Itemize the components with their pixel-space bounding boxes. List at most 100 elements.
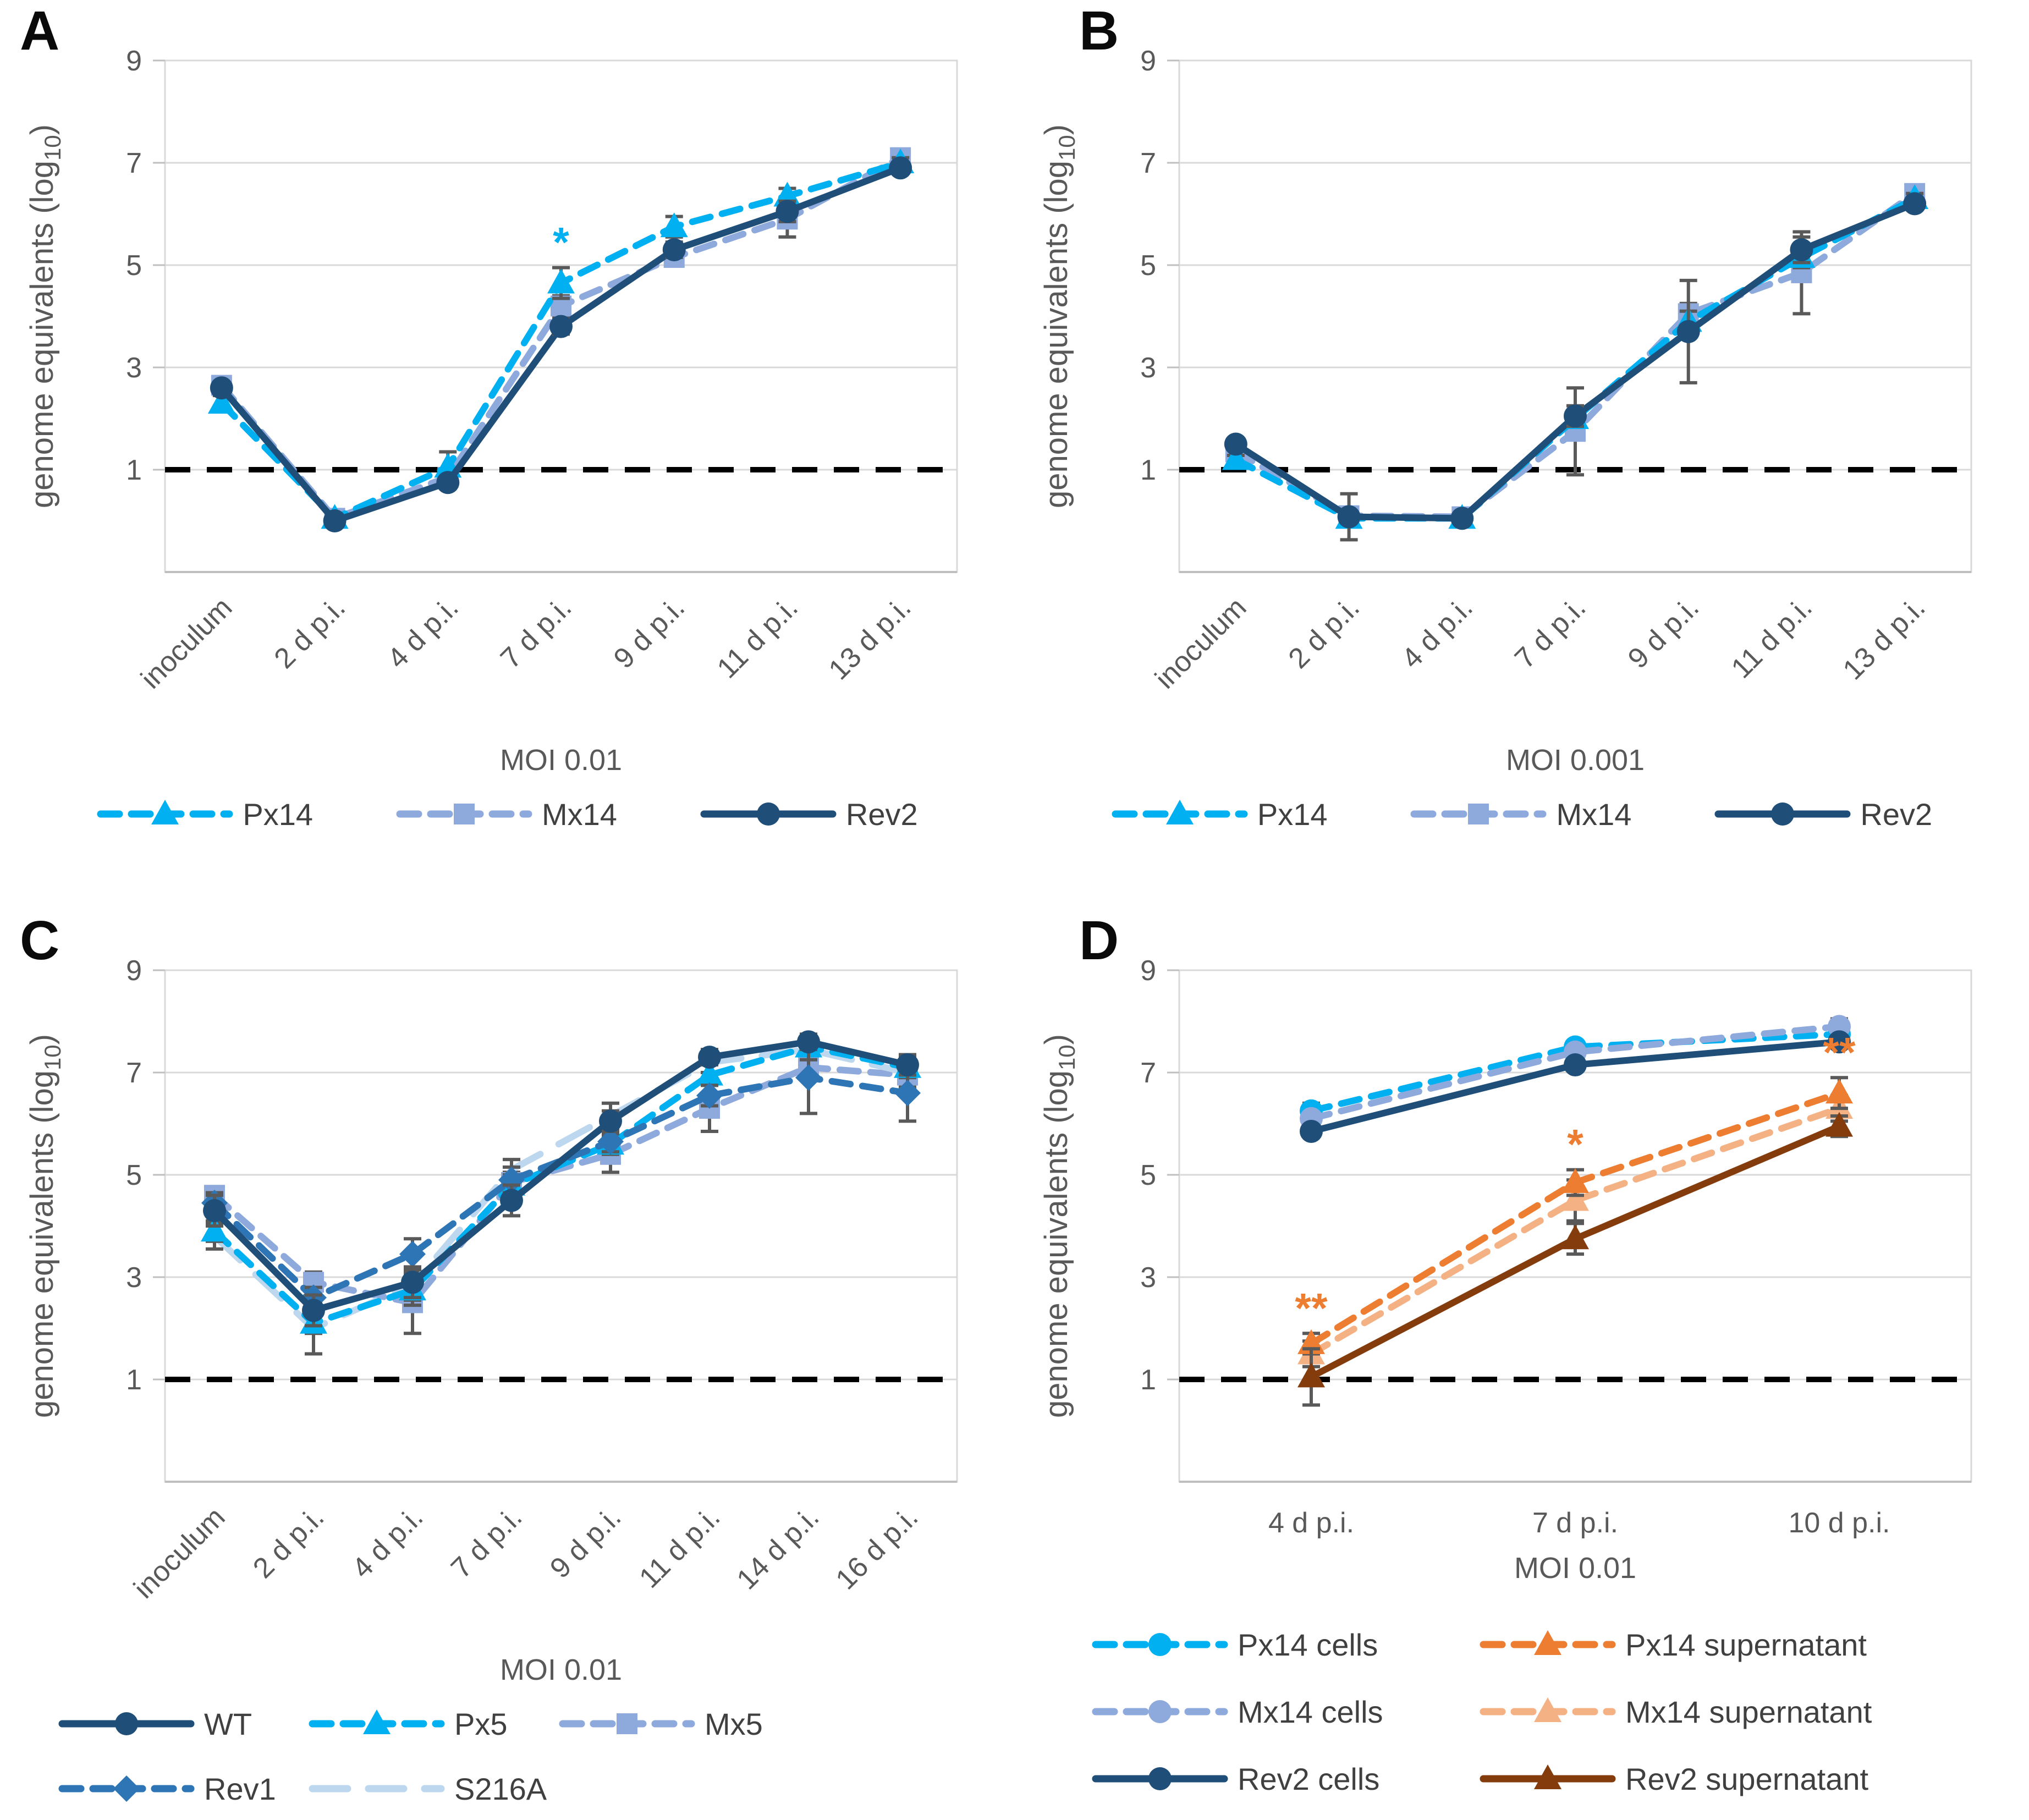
- series-rev2: [1224, 192, 1927, 542]
- panel-c: C 1 3 5 7 9 genome equivalents (log10) inoculu…: [0, 910, 1014, 1820]
- series-rev2: [210, 156, 912, 532]
- y-axis-title: genome equivalents (log10): [24, 124, 65, 508]
- panel-c-legend: WT Px5 Mx5 Rev1 S216A: [58, 1702, 1014, 1811]
- legend-sample-px5: [309, 1709, 445, 1734]
- legend-sample-px14: [1112, 800, 1248, 824]
- legend-label-px14-supernatant: Px14 supernatant: [1625, 1627, 1867, 1662]
- x-tick-label: 9 d p.i.: [544, 1501, 627, 1584]
- x-tick-label: inoculum: [1149, 591, 1252, 695]
- series-markers-rev2-supernatant: [1297, 1112, 1853, 1388]
- series-line-mx14-cells: [1308, 1023, 1843, 1122]
- legend-label-px14-cells: Px14 cells: [1238, 1627, 1378, 1662]
- legend-sample-px14: [97, 800, 233, 824]
- x-tick-label: 9 d p.i.: [608, 591, 691, 674]
- x-axis-title: MOI 0.001: [1506, 744, 1645, 777]
- x-tick-label: 14 d p.i.: [731, 1501, 826, 1596]
- series-markers-px14: [1222, 184, 1929, 529]
- x-tick-label: 4 d p.i.: [1268, 1507, 1354, 1539]
- legend-sample-mx14-cells: [1092, 1700, 1228, 1723]
- legend-label-mx14: Mx14: [1556, 796, 1632, 832]
- x-axis-tick-labels: inoculum 2 d p.i. 4 d p.i. 7 d p.i. 9 d p.i.…: [135, 591, 917, 695]
- legend-sample-rev1: [58, 1775, 195, 1802]
- x-tick-label: inoculum: [135, 591, 238, 695]
- x-tick-label: 7 d p.i.: [445, 1501, 528, 1584]
- series-markers-rev2: [1224, 192, 1927, 530]
- y-axis-title: genome equivalents (log10): [24, 1034, 65, 1418]
- panel-d-legend: Px14 cells Px14 supernatant Mx14 cells Mx14…: [1091, 1623, 2029, 1801]
- panel-a: A 1 3 5 7 9 genome equivalents (log10) * inocul…: [0, 0, 1014, 910]
- gridlines: [1167, 59, 1972, 573]
- legend-label-rev2-supernatant: Rev2 supernatant: [1625, 1761, 1869, 1796]
- series-line-mx5: [211, 1064, 911, 1306]
- y-tick-label: 5: [1140, 250, 1156, 282]
- panel-b-legend: Px14 Mx14 Rev2: [1014, 792, 2029, 836]
- x-axis-title: MOI 0.01: [1514, 1552, 1636, 1585]
- legend-label-mx14: Mx14: [541, 796, 617, 832]
- series-line-rev1: [211, 1074, 911, 1301]
- panel-b-letter: B: [1079, 0, 1119, 62]
- legend-item-px14: Px14: [96, 792, 313, 836]
- x-tick-label: 11 d p.i.: [711, 591, 804, 684]
- y-tick-label: 9: [126, 955, 142, 987]
- x-tick-label: 4 d p.i.: [1395, 591, 1478, 674]
- series-markers-rev2-cells: [1300, 1030, 1851, 1143]
- y-axis-tick-labels: 1 3 5 7 9: [1140, 45, 1156, 486]
- x-tick-label: 16 d p.i.: [830, 1501, 925, 1596]
- legend-item-px14-supernatant: Px14 supernatant: [1479, 1623, 1974, 1667]
- legend-item-rev2: Rev2: [700, 792, 918, 836]
- x-tick-label: inoculum: [128, 1501, 231, 1604]
- y-tick-label: 7: [1140, 147, 1156, 179]
- panel-c-chart: 1 3 5 7 9 genome equivalents (log10) inoculum 2…: [24, 955, 958, 1686]
- x-tick-label: 10 d p.i.: [1788, 1507, 1890, 1539]
- panel-a-chart: 1 3 5 7 9 genome equivalents (log10) * inoculum…: [24, 45, 958, 777]
- y-tick-label: 5: [126, 250, 142, 282]
- legend-sample-px14-cells: [1092, 1633, 1228, 1656]
- y-tick-label: 9: [1140, 955, 1156, 987]
- y-tick-label: 3: [126, 352, 142, 384]
- x-tick-label: 7 d p.i.: [1509, 591, 1592, 674]
- panel-d-letter: D: [1079, 910, 1119, 971]
- y-axis-tick-labels: 1 3 5 7 9: [126, 955, 142, 1396]
- y-tick-label: 1: [126, 454, 142, 486]
- y-tick-label: 3: [1140, 1262, 1156, 1294]
- legend-item-px5: Px5: [308, 1702, 558, 1746]
- y-tick-label: 1: [1140, 1364, 1156, 1396]
- x-axis-tick-labels: inoculum 2 d p.i. 4 d p.i. 7 d p.i. 9 d p.i.…: [1149, 591, 1931, 695]
- significance-annotation: *: [553, 219, 569, 266]
- x-tick-label: 11 d p.i.: [1725, 591, 1818, 684]
- legend-sample-mx14: [1410, 804, 1547, 824]
- x-axis-tick-labels: 4 d p.i. 7 d p.i. 10 d p.i.: [1268, 1507, 1890, 1539]
- y-tick-label: 7: [1140, 1057, 1156, 1089]
- x-tick-label: 4 d p.i.: [346, 1501, 429, 1584]
- y-axis-title: genome equivalents (log10): [1038, 1034, 1080, 1418]
- y-axis-tick-labels: 1 3 5 7 9: [1140, 955, 1156, 1396]
- series-px14: [1222, 184, 1929, 529]
- significance-annotation: *: [1567, 1121, 1583, 1168]
- y-tick-label: 3: [1140, 352, 1156, 384]
- y-tick-label: 7: [126, 147, 142, 179]
- x-axis-tick-labels: inoculum 2 d p.i. 4 d p.i. 7 d p.i. 9 d p.i.…: [128, 1501, 924, 1604]
- legend-sample-rev2-supernatant: [1480, 1764, 1616, 1789]
- legend-item-px14-cells: Px14 cells: [1091, 1623, 1479, 1667]
- x-axis-title: MOI 0.01: [500, 1653, 622, 1686]
- gridlines: [153, 59, 958, 573]
- legend-label-mx14-supernatant: Mx14 supernatant: [1625, 1694, 1872, 1729]
- legend-sample-rev2-cells: [1092, 1767, 1228, 1790]
- legend-item-rev2-supernatant: Rev2 supernatant: [1479, 1757, 1974, 1801]
- legend-label-rev2: Rev2: [845, 796, 918, 832]
- legend-label-mx14-cells: Mx14 cells: [1238, 1694, 1383, 1729]
- panel-a-legend: Px14 Mx14 Rev2: [0, 792, 1014, 836]
- x-tick-label: 9 d p.i.: [1622, 591, 1705, 674]
- legend-label-mx5: Mx5: [705, 1706, 763, 1741]
- x-tick-label: 4 d p.i.: [381, 591, 464, 674]
- legend-item-mx14-supernatant: Mx14 supernatant: [1479, 1690, 1974, 1734]
- legend-item-px14: Px14: [1111, 792, 1327, 836]
- legend-sample-s216a: [309, 1785, 445, 1792]
- legend-item-s216a: S216A: [308, 1767, 558, 1811]
- y-tick-label: 5: [126, 1159, 142, 1191]
- series-line-px14-cells: [1308, 1031, 1843, 1114]
- legend-label-px14: Px14: [243, 796, 313, 832]
- significance-annotation: **: [1295, 1285, 1328, 1332]
